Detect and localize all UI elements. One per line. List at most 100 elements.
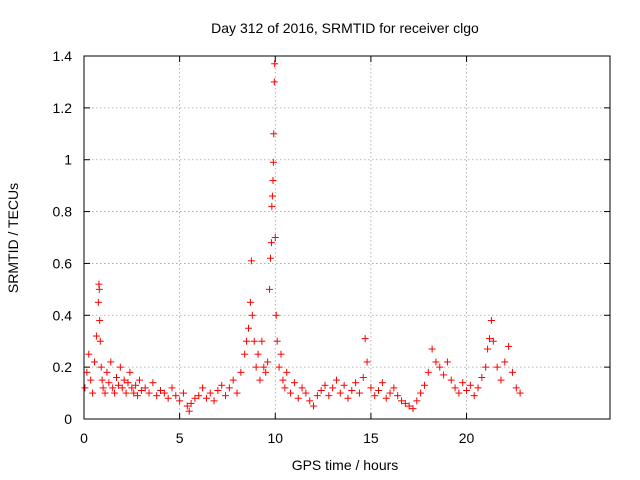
data-point — [424, 368, 432, 376]
data-point — [302, 389, 310, 397]
data-point — [95, 285, 103, 293]
data-point — [128, 384, 136, 392]
data-point — [398, 397, 406, 405]
y-tick-label: 0.6 — [53, 255, 73, 271]
data-point — [137, 386, 145, 394]
data-point — [210, 397, 218, 405]
data-point — [122, 389, 130, 397]
data-point — [463, 386, 471, 394]
data-point — [505, 342, 513, 350]
data-point — [254, 350, 262, 358]
data-point — [271, 234, 279, 241]
data-point — [141, 384, 149, 392]
data-point — [432, 358, 440, 366]
data-point — [355, 389, 363, 397]
data-point — [176, 397, 184, 405]
data-point — [352, 379, 360, 387]
data-point — [183, 402, 191, 410]
data-point — [405, 402, 413, 410]
data-point — [134, 392, 142, 400]
data-point — [202, 394, 210, 402]
data-point — [455, 389, 463, 397]
data-point — [336, 389, 344, 397]
data-point — [306, 397, 314, 405]
data-point — [367, 384, 375, 392]
data-point — [225, 384, 233, 392]
data-point — [386, 389, 394, 397]
grid-lines — [84, 56, 610, 419]
data-point — [275, 363, 283, 371]
data-point — [428, 345, 436, 353]
data-point — [269, 176, 277, 184]
plot-frame — [83, 55, 611, 420]
data-point — [493, 363, 501, 371]
data-point — [116, 363, 124, 371]
data-point — [114, 381, 122, 389]
data-point — [237, 368, 245, 376]
data-point — [269, 158, 277, 166]
data-point — [111, 389, 119, 397]
data-point — [474, 384, 482, 392]
data-point — [451, 384, 459, 392]
data-point — [378, 379, 386, 387]
x-tick-label: 5 — [176, 430, 184, 446]
data-point — [206, 389, 214, 397]
data-point — [244, 324, 252, 332]
data-point — [250, 337, 258, 345]
data-point — [489, 337, 497, 345]
data-point — [101, 389, 109, 397]
data-point — [96, 337, 104, 345]
data-point — [281, 384, 289, 392]
data-point — [96, 316, 104, 324]
data-point — [294, 394, 302, 402]
data-point — [484, 345, 492, 353]
data-point — [97, 363, 105, 371]
data-point — [277, 350, 285, 358]
data-point — [348, 386, 356, 394]
data-point — [130, 389, 138, 397]
data-point — [329, 384, 337, 392]
data-point — [160, 389, 168, 397]
data-point — [270, 78, 278, 86]
data-point — [135, 376, 143, 384]
data-point — [214, 386, 222, 394]
data-point — [260, 363, 268, 371]
data-point — [258, 337, 266, 345]
data-point — [501, 358, 509, 366]
data-point — [98, 376, 106, 384]
data-point — [267, 239, 275, 247]
data-point — [409, 405, 417, 413]
data-point — [91, 358, 99, 366]
data-point — [459, 379, 467, 387]
data-point — [466, 381, 474, 389]
data-point — [470, 392, 478, 400]
data-point — [179, 389, 187, 397]
data-point — [94, 298, 102, 306]
y-tick-label: 0.4 — [53, 307, 73, 323]
chart-title: Day 312 of 2016, SRMTID for receiver clg… — [211, 20, 479, 36]
y-tick-label: 0 — [64, 411, 72, 427]
data-point — [268, 192, 276, 200]
data-point — [512, 384, 520, 392]
data-point — [126, 368, 134, 376]
data-point — [87, 376, 95, 384]
y-tick-label: 0.8 — [53, 204, 73, 220]
data-point — [359, 374, 367, 382]
data-point — [99, 384, 107, 392]
data-point — [164, 394, 172, 402]
data-point — [191, 394, 199, 402]
data-point — [394, 392, 402, 400]
y-tick-labels: 0 0.2 0.4 0.6 0.8 1 1.2 1.4 — [53, 48, 73, 427]
data-point — [246, 298, 254, 306]
data-point — [105, 379, 113, 387]
data-point — [172, 392, 180, 400]
data-point — [279, 376, 287, 384]
x-tick-label: 15 — [363, 430, 379, 446]
data-point — [268, 202, 276, 210]
data-point — [325, 392, 333, 400]
data-point — [252, 363, 260, 371]
x-tick-label: 10 — [267, 430, 283, 446]
axis-ticks — [83, 55, 610, 420]
data-point — [443, 358, 451, 366]
